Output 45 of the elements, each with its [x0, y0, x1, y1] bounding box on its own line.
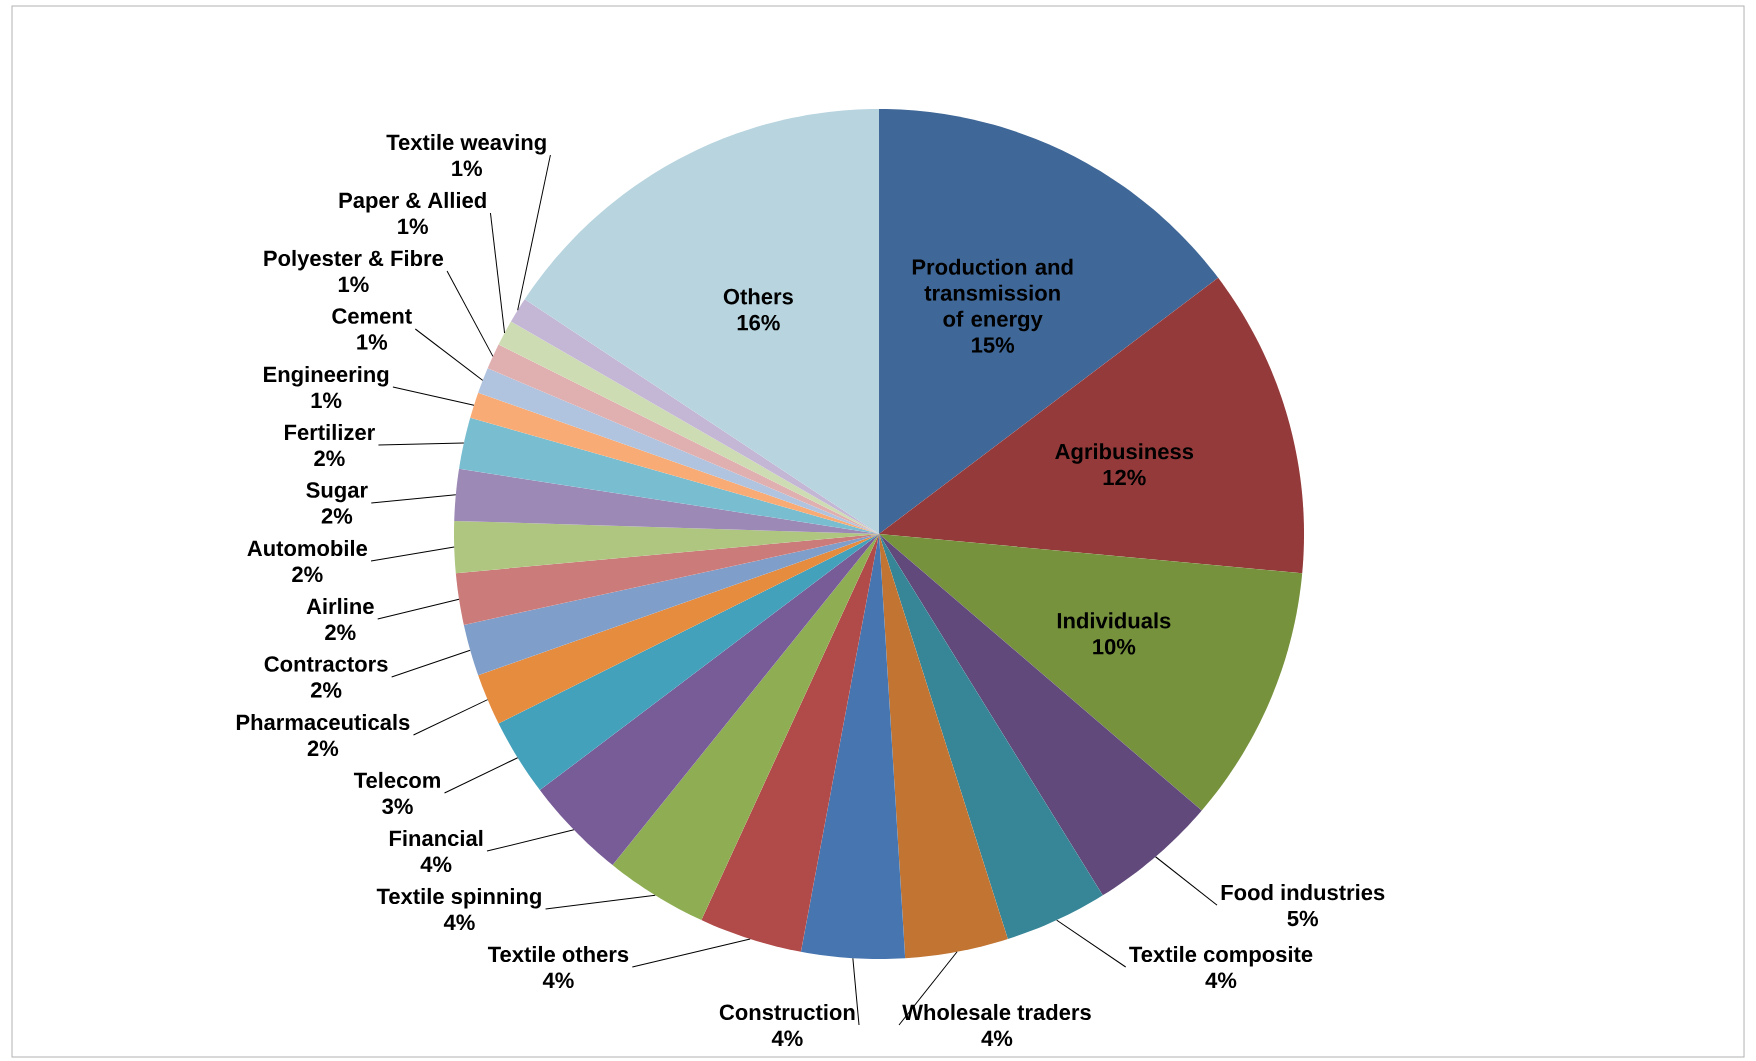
slice-label: Agribusiness	[1055, 443, 1194, 464]
slice-label: Telecom	[353, 771, 440, 789]
slice-label: Cement	[332, 308, 412, 324]
data-label: 2%	[310, 682, 342, 698]
slice-label: Paper & Allied	[339, 191, 486, 213]
slice-label: Contractors	[264, 656, 388, 672]
slice-label: Textile spinning	[376, 887, 541, 909]
slice-label: Construction	[719, 1003, 855, 1021]
data-label: 15%	[972, 337, 1015, 353]
slice-label: Others	[723, 288, 793, 305]
slice-label: Polyester & Fibre	[264, 249, 444, 271]
slice-label: Airline	[306, 597, 374, 615]
data-label: 2%	[325, 624, 356, 641]
slice-label: Textile composite	[1129, 945, 1313, 967]
slice-label: Financial	[389, 829, 483, 847]
data-label: 5%	[1287, 910, 1319, 927]
data-label: 2%	[314, 450, 345, 467]
data-label: 3%	[382, 798, 413, 815]
data-label: 1%	[311, 392, 342, 409]
data-label: 1%	[357, 334, 388, 350]
data-label: 4%	[771, 1030, 803, 1047]
data-label: 16%	[737, 314, 780, 331]
data-label: 4%	[420, 856, 452, 873]
slice-label: Individuals	[1057, 612, 1171, 629]
data-label: 2%	[307, 740, 339, 757]
data-label: 2%	[292, 566, 323, 583]
data-label: 4%	[542, 972, 574, 989]
data-label: 10%	[1093, 638, 1136, 655]
data-label: 4%	[981, 1030, 1013, 1047]
slice-label: Engineering	[264, 365, 389, 387]
slice-label: Fertilizer	[285, 423, 375, 441]
data-label: 1%	[452, 160, 483, 177]
slice-label: Food industries	[1221, 884, 1385, 901]
slice-label: Automobile	[247, 539, 368, 557]
slice-label: Textile others	[487, 945, 629, 963]
data-label: 2%	[321, 508, 353, 524]
data-label: 1%	[338, 276, 369, 293]
data-label: 4%	[443, 914, 475, 931]
slice-label: Sugar	[306, 482, 368, 503]
data-label: 1%	[398, 218, 428, 235]
data-label: 12%	[1103, 469, 1146, 486]
slice-label: Pharmaceuticals	[236, 713, 410, 731]
slice-label: Production and transmission of energy	[912, 258, 1073, 332]
slice-label: Textile weaving	[386, 133, 546, 155]
data-label: 4%	[1205, 972, 1237, 989]
